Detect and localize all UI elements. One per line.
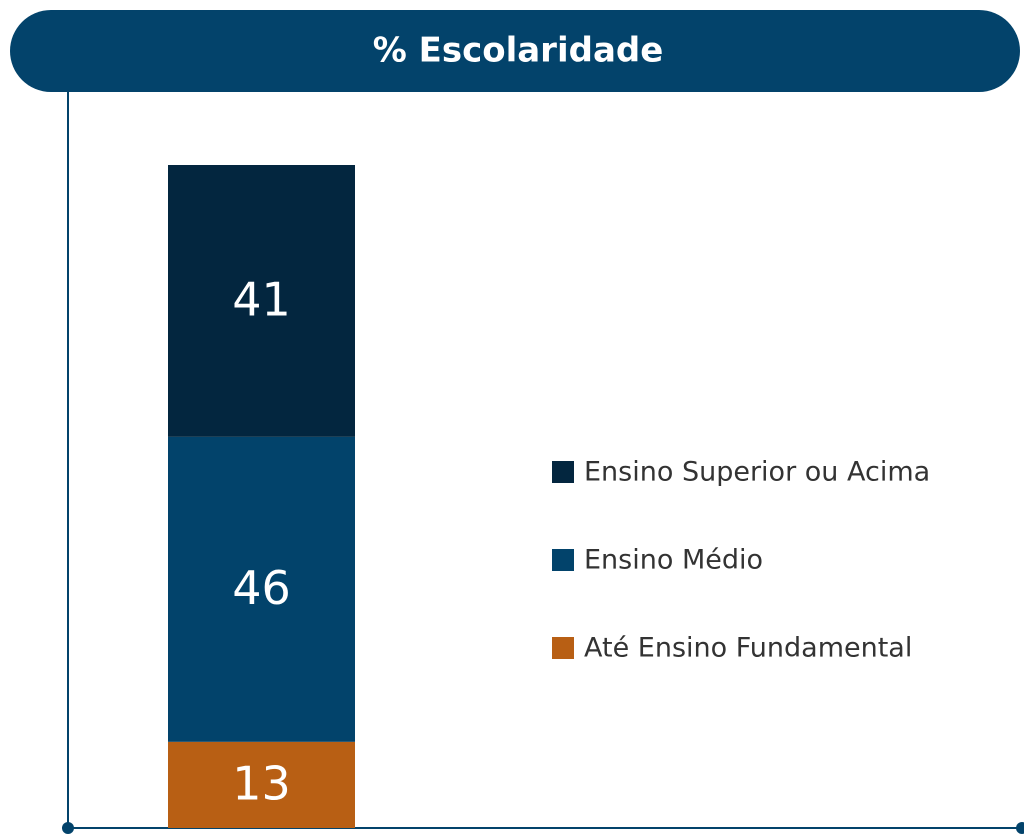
header-bar	[10, 10, 1020, 92]
bar-segment	[168, 165, 355, 437]
data-label: 41	[232, 272, 291, 326]
legend-swatch	[552, 637, 574, 659]
legend-label: Ensino Superior ou Acima	[584, 457, 930, 488]
bar-segment	[168, 741, 355, 828]
frame-dot	[1016, 822, 1024, 834]
data-label: 46	[232, 561, 291, 615]
frame-dot	[62, 822, 74, 834]
legend-swatch	[552, 461, 574, 483]
chart-title: % Escolaridade	[373, 31, 664, 71]
data-label: 13	[232, 756, 291, 810]
legend-label: Ensino Médio	[584, 545, 763, 576]
legend-swatch	[552, 549, 574, 571]
legend-label: Até Ensino Fundamental	[584, 633, 912, 664]
bar-segment	[168, 436, 355, 742]
